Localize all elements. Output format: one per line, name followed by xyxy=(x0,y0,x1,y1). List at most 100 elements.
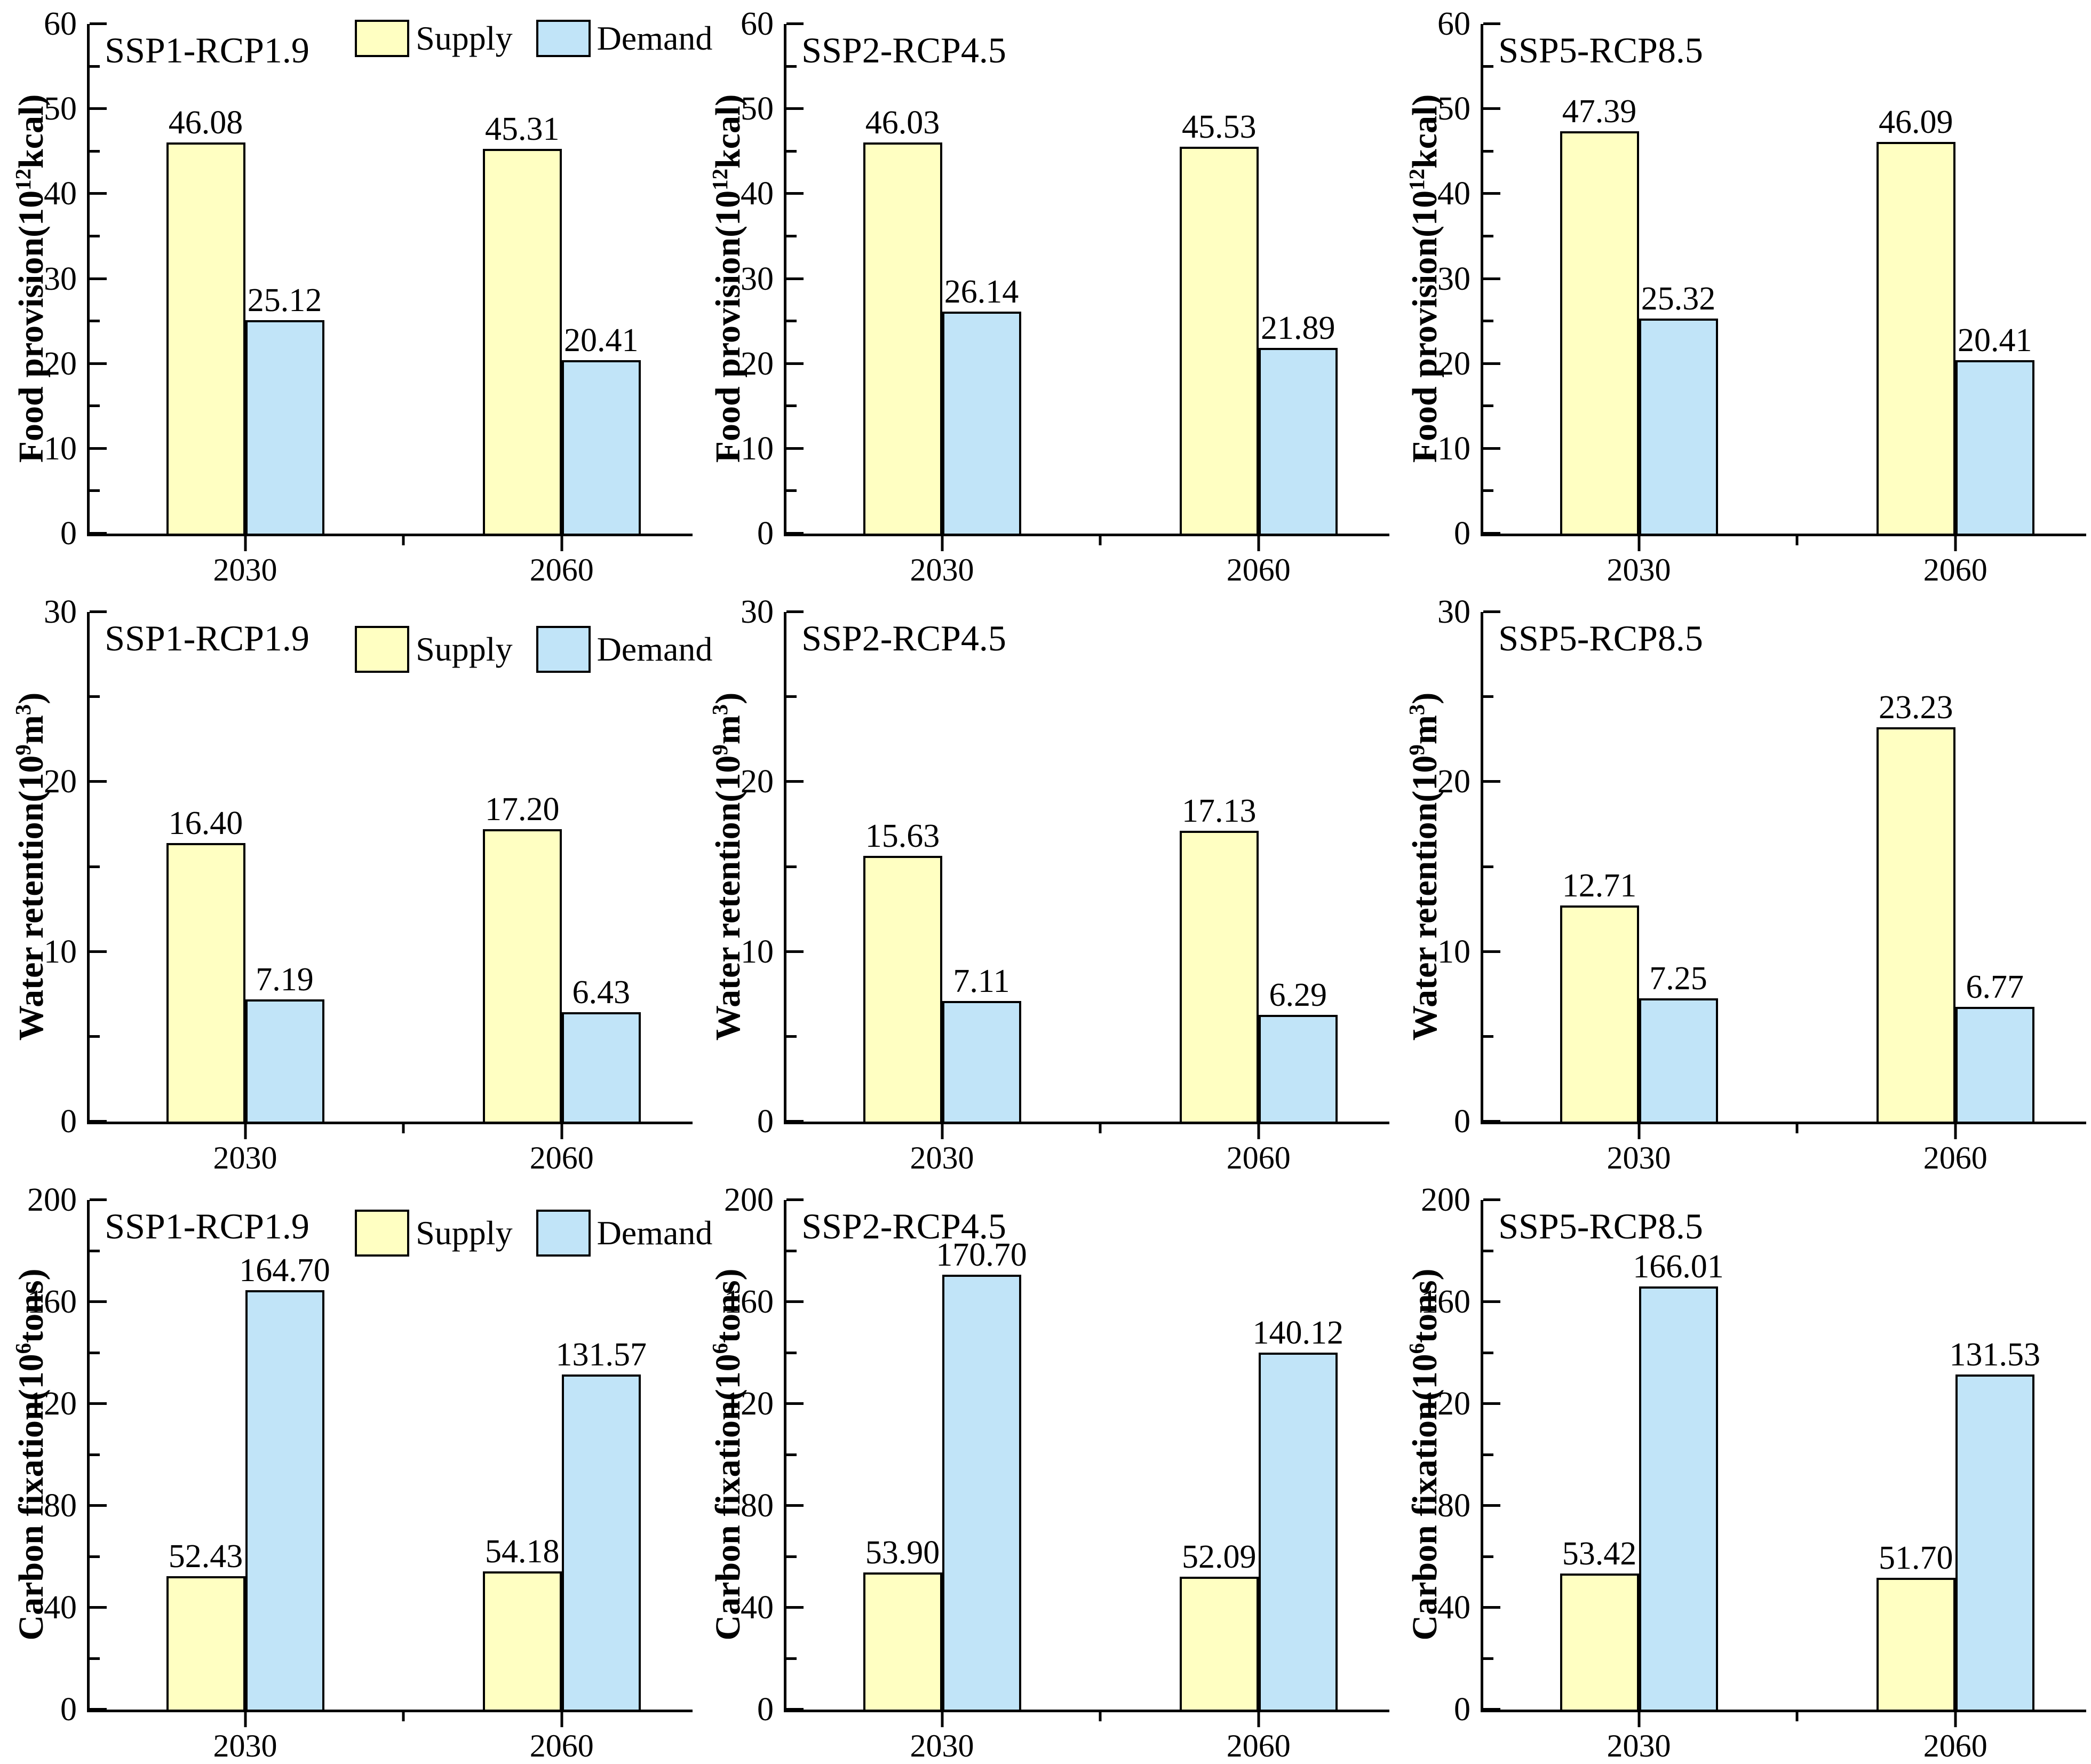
y-major-tick xyxy=(786,1606,804,1609)
scenario-label: SSP2-RCP4.5 xyxy=(801,1206,1006,1246)
bar-value-label: 47.39 xyxy=(1562,93,1637,130)
bar-supply-2060: 54.18 xyxy=(482,1535,562,1710)
y-tick-label: 20 xyxy=(44,764,77,800)
y-minor-tick xyxy=(90,404,100,408)
y-minor-tick xyxy=(786,234,797,237)
bar-value-label: 51.70 xyxy=(1879,1540,1953,1577)
panel-carbon-ssp5-rcp85: Carbon fixation(106tons) SSP5-RCP8.5 53.… xyxy=(1394,1176,2090,1764)
bar-value-label: 45.53 xyxy=(1182,109,1257,146)
bar-supply-2030: 15.63 xyxy=(863,820,942,1122)
y-tick-label: 40 xyxy=(741,176,774,212)
bar-demand-2030: 7.19 xyxy=(245,963,324,1122)
y-axis-title-exponent: 12 xyxy=(708,169,732,190)
bar-demand-2030: 25.12 xyxy=(245,284,324,534)
y-minor-tick xyxy=(786,1453,797,1456)
bar-value-label: 46.03 xyxy=(865,105,940,141)
x-minor-tick xyxy=(1099,1712,1102,1721)
y-minor-tick xyxy=(1483,404,1493,408)
panel-carbon-ssp2-rcp45: Carbon fixation(106tons) SSP2-RCP4.5 53.… xyxy=(697,1176,1394,1764)
y-major-tick xyxy=(90,610,107,613)
x-tick-label: 2060 xyxy=(1923,1140,1987,1175)
bar-value-label: 170.70 xyxy=(936,1236,1027,1273)
bar-demand-2030: 164.70 xyxy=(239,1254,330,1710)
bar-value-label: 7.11 xyxy=(953,963,1010,999)
bar-value-label: 52.09 xyxy=(1182,1539,1257,1576)
x-major-tick xyxy=(560,1712,563,1727)
y-axis-title: Water retention(109m3) xyxy=(11,693,51,1040)
y-minor-tick xyxy=(90,1035,100,1038)
y-major-tick xyxy=(1483,1402,1500,1405)
y-major-tick xyxy=(786,192,804,195)
x-tick-label: 2060 xyxy=(529,1140,594,1175)
y-major-tick xyxy=(786,22,804,25)
y-major-tick xyxy=(1483,610,1500,613)
bar-supply-2030: 53.42 xyxy=(1560,1537,1639,1710)
y-tick-label: 80 xyxy=(741,1488,774,1524)
y-major-tick xyxy=(786,1300,804,1303)
y-tick-label: 40 xyxy=(1437,1590,1470,1626)
plot-area: SSP1-RCP1.9 Supply Demand 46.08 25.12 45… xyxy=(44,7,712,586)
bar-value-label: 53.42 xyxy=(1562,1535,1637,1572)
y-tick-label: 10 xyxy=(44,933,77,970)
bar-value-label: 6.43 xyxy=(572,974,631,1011)
y-minor-tick xyxy=(1483,1351,1493,1354)
bar-demand-2030: 7.25 xyxy=(1639,962,1718,1122)
x-tick-label: 2030 xyxy=(1607,552,1671,587)
y-minor-tick xyxy=(786,1657,797,1660)
y-minor-tick xyxy=(1483,1657,1493,1660)
scenario-label: SSP5-RCP8.5 xyxy=(1498,618,1703,658)
plot-area: SSP1-RCP1.9 Supply Demand 16.40 7.19 17.… xyxy=(44,595,712,1174)
y-tick-label: 10 xyxy=(1437,933,1470,970)
bar-demand-2060: 131.57 xyxy=(556,1338,647,1710)
bar-supply-2060: 45.53 xyxy=(1179,110,1259,534)
x-major-tick xyxy=(1257,1712,1260,1727)
panel-carbon-ssp1-rcp19: Carbon fixation(106tons) SSP1-RCP1.9 Sup… xyxy=(0,1176,712,1764)
bar-demand-2060: 140.12 xyxy=(1253,1316,1343,1710)
y-minor-tick xyxy=(1483,320,1493,323)
y-minor-tick xyxy=(1483,1555,1493,1558)
y-tick-label: 0 xyxy=(1454,1103,1470,1140)
y-tick-label: 0 xyxy=(757,1691,774,1728)
y-major-tick xyxy=(1483,1504,1500,1507)
bar-supply-2060: 17.20 xyxy=(482,793,562,1122)
bar-demand-2060: 6.43 xyxy=(561,976,641,1122)
x-tick-label: 2060 xyxy=(1226,1728,1291,1763)
panel-water-ssp2-rcp45: Water retention(109m3) SSP2-RCP4.5 15.63… xyxy=(697,588,1394,1176)
y-major-tick xyxy=(90,192,107,195)
y-major-tick xyxy=(786,362,804,365)
legend-label-supply: Supply xyxy=(416,19,513,57)
y-minor-tick xyxy=(786,404,797,408)
y-tick-label: 0 xyxy=(60,1691,77,1728)
y-major-tick xyxy=(786,107,804,110)
y-axis-title-exponent: 6 xyxy=(708,1342,732,1354)
y-axis-title: Carbon fixation(106tons) xyxy=(708,1269,748,1641)
y-tick-label: 20 xyxy=(1437,345,1470,382)
y-minor-tick xyxy=(90,234,100,237)
y-minor-tick xyxy=(786,1555,797,1558)
y-minor-tick xyxy=(90,489,100,492)
y-tick-label: 200 xyxy=(724,1182,774,1218)
bar-supply-2060: 46.09 xyxy=(1876,106,1955,534)
y-minor-tick xyxy=(90,1555,100,1558)
y-major-tick xyxy=(1483,447,1500,450)
y-axis-title-exponent: 6 xyxy=(11,1342,35,1354)
bar-value-label: 7.19 xyxy=(256,962,314,998)
y-major-tick xyxy=(1483,532,1500,535)
y-axis-title: Carbon fixation(106tons) xyxy=(11,1269,51,1641)
plot-area: SSP2-RCP4.5 46.03 26.14 45.53 21.89 2030… xyxy=(741,7,1389,586)
y-minor-tick xyxy=(1483,65,1493,68)
y-major-tick xyxy=(90,1300,107,1303)
plot-area: SSP1-RCP1.9 Supply Demand 52.43 164.70 5… xyxy=(27,1183,712,1762)
y-tick-label: 0 xyxy=(1454,515,1470,552)
x-minor-tick xyxy=(402,536,405,545)
y-axis-title-text: Food provision(10 xyxy=(709,190,748,463)
y-major-tick xyxy=(786,1402,804,1405)
bar-value-label: 16.40 xyxy=(168,805,243,841)
bar-supply-2030: 53.90 xyxy=(863,1536,942,1710)
y-tick-label: 60 xyxy=(44,6,77,42)
x-major-tick xyxy=(1637,1124,1641,1139)
y-major-tick xyxy=(786,277,804,280)
x-major-tick xyxy=(1637,536,1641,551)
bar-demand-2030: 7.11 xyxy=(942,965,1021,1122)
